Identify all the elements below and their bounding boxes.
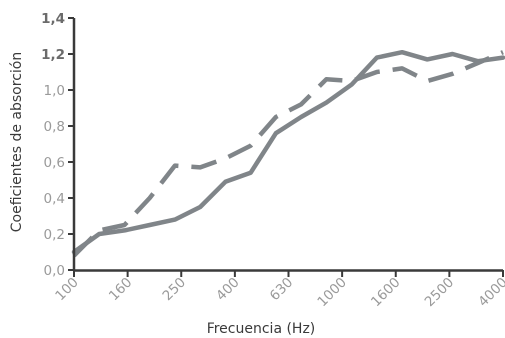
solid-series-line [71, 49, 505, 255]
x-tick-label: 1000 [314, 275, 350, 311]
y-tick-label: 1,0 [44, 83, 65, 99]
x-tick-label: 4000 [475, 275, 505, 311]
y-tick-label: 0,0 [44, 263, 65, 279]
dashed-series-line [72, 50, 504, 258]
y-tick-label: 0,8 [44, 119, 65, 135]
y-tick-label: 1,4 [41, 11, 65, 27]
y-tick-label: 0,2 [44, 227, 65, 243]
x-tick-label: 1600 [368, 275, 404, 311]
plot-lines [71, 49, 505, 258]
x-tick-label: 630 [267, 275, 297, 305]
x-tick-label: 2500 [422, 275, 458, 311]
y-tick-label: 1,2 [41, 47, 65, 63]
x-axis-title: Frecuencia (Hz) [207, 321, 316, 337]
x-tick-label: 400 [213, 275, 243, 305]
y-ticks: 0,0 0,2 0,4 0,6 0,8 1,0 1,2 1,4 [41, 11, 74, 279]
x-tick-label: 250 [160, 275, 190, 305]
x-tick-label: 160 [106, 275, 136, 305]
y-axis-title: Coeficientes de absorción [9, 52, 25, 232]
y-tick-label: 0,4 [44, 191, 65, 207]
x-ticks: 100 160 250 400 630 1000 1600 2500 4000 [52, 270, 505, 310]
y-tick-label: 0,6 [44, 155, 65, 171]
